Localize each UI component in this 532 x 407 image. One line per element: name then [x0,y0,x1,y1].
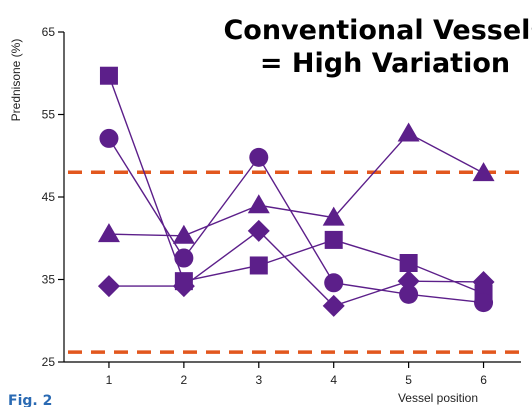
chart-title-line-2: = High Variation [260,48,510,79]
marker-triangle [322,206,345,226]
series-diamond [97,219,495,317]
series-triangle [97,122,495,244]
marker-triangle [247,194,270,214]
series-circle [99,128,494,313]
marker-circle [99,128,119,148]
marker-square [99,66,118,85]
marker-diamond [397,270,420,293]
series-line-triangle [108,132,484,237]
marker-square [324,230,343,249]
marker-triangle [397,122,420,142]
marker-square [249,256,268,275]
series-line-diamond [108,229,484,307]
marker-triangle [97,223,120,243]
y-tick-label: 25 [42,355,56,369]
x-tick-label: 2 [181,373,188,387]
marker-circle [474,293,494,313]
series [97,66,495,317]
x-tick-label: 4 [330,373,337,387]
axes [63,32,521,363]
series-square [99,66,493,303]
x-tick-label: 1 [106,373,113,387]
x-ticks: 1 2 3 4 5 6 [106,362,487,387]
marker-square [399,254,418,272]
marker-triangle [472,162,495,182]
series-line-square [108,75,484,295]
marker-circle [399,284,419,304]
x-axis-title: Vessel position [398,391,478,405]
marker-circle [174,248,194,268]
x-tick-label: 3 [255,373,262,387]
y-tick-label: 55 [42,108,56,122]
marker-diamond [247,219,270,242]
marker-diamond [472,270,495,293]
y-tick-label: 65 [42,25,56,39]
x-tick-label: 6 [480,373,487,387]
series-line-circle [108,138,484,304]
marker-diamond [97,275,120,298]
x-tick-label: 5 [405,373,412,387]
marker-triangle [172,224,195,244]
marker-diamond [172,275,195,298]
y-axis-title: Prednisone (%) [9,39,23,122]
chart-title-line-1: Conventional Vessels [223,15,532,46]
marker-circle [324,273,344,293]
y-tick-label: 35 [42,273,56,287]
marker-circle [249,147,269,167]
marker-diamond [322,294,345,317]
y-ticks: 25 35 45 55 65 [42,25,64,369]
reference-lines [68,170,519,354]
figure-caption: Fig. 2 [8,393,52,407]
y-tick-label: 45 [42,190,56,204]
